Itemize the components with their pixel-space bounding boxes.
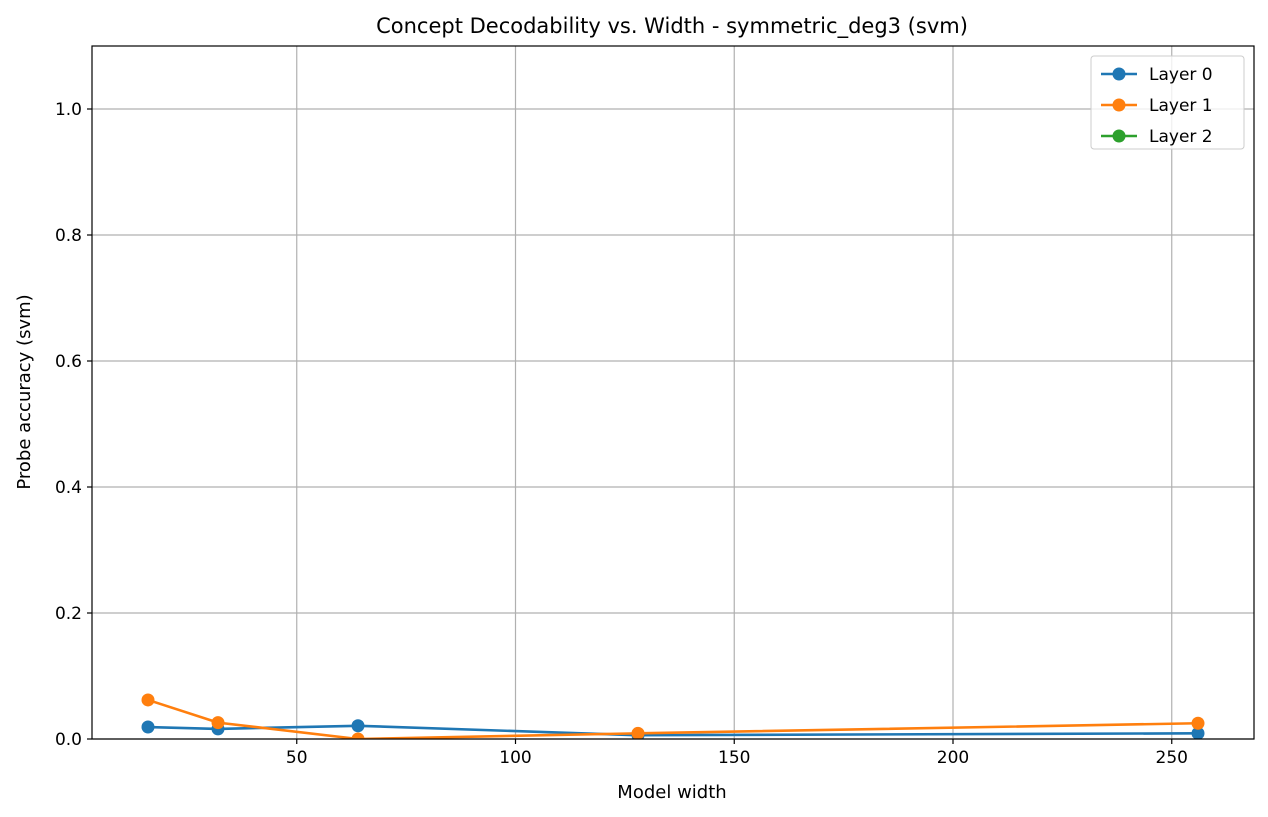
data-point: [141, 720, 155, 734]
x-axis-ticks: 50 100 150 200 250: [286, 739, 1188, 768]
y-tick-label: 0.6: [55, 352, 82, 372]
x-tick-label: 150: [718, 748, 750, 768]
data-point: [1191, 726, 1205, 739]
legend-label: Layer 2: [1149, 127, 1213, 147]
data-point: [211, 716, 225, 730]
legend-label: Layer 1: [1149, 96, 1213, 116]
x-axis-label: Model width: [617, 782, 726, 803]
x-tick-label: 100: [499, 748, 531, 768]
y-axis-label: Probe accuracy (svm): [14, 294, 35, 489]
data-point: [631, 726, 645, 739]
y-tick-label: 1.0: [55, 100, 82, 120]
y-tick-label: 0.0: [55, 730, 82, 750]
data-point: [351, 732, 365, 739]
legend-marker: [1112, 67, 1126, 81]
x-tick-label: 250: [1156, 748, 1188, 768]
data-point: [141, 693, 155, 707]
plot-frame: [91, 45, 1255, 740]
legend-box: [1090, 55, 1245, 150]
data-point: [351, 719, 365, 733]
series-1: [141, 693, 1205, 739]
series-group: [141, 693, 1205, 739]
y-axis-ticks: 0.0 0.2 0.4 0.6 0.8 1.0: [55, 100, 92, 750]
x-tick-label: 200: [937, 748, 969, 768]
y-tick-label: 0.8: [55, 226, 82, 246]
legend: Layer 0 Layer 1 Layer 2: [1090, 55, 1245, 150]
y-tick-label: 0.4: [55, 478, 82, 498]
legend-marker: [1112, 98, 1126, 112]
chart-title: Concept Decodability vs. Width - symmetr…: [376, 14, 968, 39]
x-tick-label: 50: [286, 748, 308, 768]
legend-marker: [1112, 129, 1126, 143]
y-tick-label: 0.2: [55, 604, 82, 624]
legend-label: Layer 0: [1149, 65, 1213, 85]
series-line: [147, 698, 1199, 739]
data-point: [1191, 716, 1205, 730]
